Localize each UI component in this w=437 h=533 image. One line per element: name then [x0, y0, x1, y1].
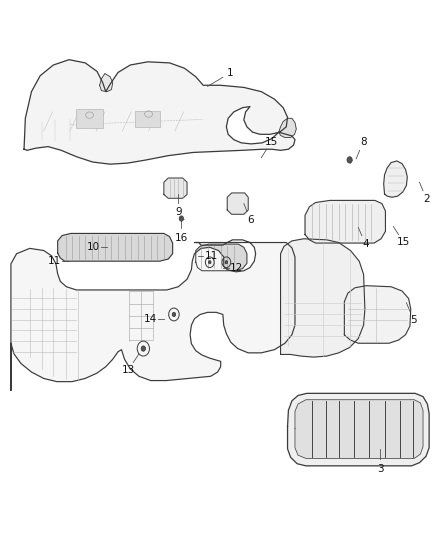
Circle shape [208, 261, 211, 264]
Polygon shape [58, 233, 173, 261]
Text: 9: 9 [175, 207, 182, 217]
Text: 14: 14 [144, 314, 157, 324]
Polygon shape [100, 74, 113, 92]
Text: 6: 6 [247, 215, 254, 224]
Bar [76, 109, 103, 128]
Circle shape [172, 312, 176, 317]
Circle shape [179, 216, 184, 221]
Polygon shape [164, 178, 187, 198]
Polygon shape [11, 240, 295, 390]
Polygon shape [281, 239, 365, 357]
Polygon shape [305, 200, 385, 243]
Text: 2: 2 [423, 195, 430, 204]
Text: 3: 3 [377, 464, 384, 474]
Text: 8: 8 [360, 137, 367, 147]
Text: 15: 15 [265, 136, 278, 147]
Bar [135, 111, 160, 127]
Text: 11: 11 [48, 256, 61, 266]
Polygon shape [288, 393, 429, 466]
Circle shape [347, 157, 352, 163]
Text: 10: 10 [87, 243, 100, 252]
Text: 16: 16 [175, 233, 188, 243]
Polygon shape [279, 118, 296, 138]
Text: 11: 11 [205, 251, 218, 261]
Text: 12: 12 [230, 263, 243, 272]
Text: 15: 15 [397, 237, 410, 247]
Polygon shape [344, 286, 411, 343]
Text: 13: 13 [121, 365, 135, 375]
Polygon shape [196, 244, 247, 271]
Polygon shape [227, 193, 248, 214]
Circle shape [225, 261, 228, 264]
Text: 5: 5 [410, 315, 417, 325]
Polygon shape [24, 60, 295, 164]
Text: 4: 4 [362, 239, 369, 249]
Polygon shape [384, 161, 407, 197]
Polygon shape [295, 400, 423, 458]
Text: 1: 1 [227, 68, 233, 78]
Circle shape [141, 346, 146, 351]
